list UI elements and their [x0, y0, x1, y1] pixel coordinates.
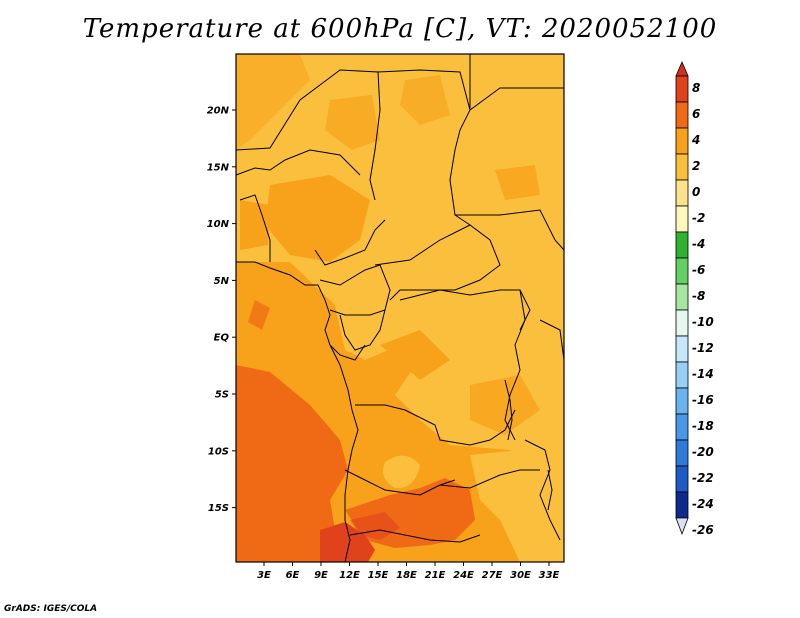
colorbar-label: -18: [692, 419, 714, 433]
colorbar-top-arrow: [675, 60, 689, 77]
colorbar-segment: [675, 101, 689, 129]
border-north-2: [377, 69, 471, 226]
colorbar-label: -26: [692, 523, 714, 537]
hottest-band-patch: [320, 522, 375, 562]
lat-tick-label: 20N: [207, 106, 230, 117]
lat-tick-label: 10S: [208, 446, 229, 457]
lon-tick-label: 9E: [314, 570, 328, 581]
border-east-1: [504, 289, 526, 441]
colorbar-segment: [675, 153, 689, 181]
colorbar-segment: [675, 257, 689, 285]
lon-tick-label: 15E: [368, 570, 389, 581]
border-car: [374, 224, 501, 301]
lon-tick-label: 30E: [510, 570, 531, 581]
border-west-2: [239, 194, 271, 262]
lat-tick-label: 15S: [208, 503, 229, 514]
colorbar-segment: [675, 309, 689, 337]
border-namibia: [349, 529, 481, 543]
lon-tick-label: 24E: [453, 570, 474, 581]
warm-band-patch: [265, 175, 370, 262]
lon-tick-label: 6E: [286, 570, 300, 581]
border-zambia: [439, 469, 540, 489]
border-drc-south: [355, 404, 516, 446]
warm-band-patch: [240, 200, 270, 250]
colorbar-segment: [675, 283, 689, 311]
border-cameroon: [319, 264, 391, 316]
lon-tick-label: 33E: [539, 570, 560, 581]
chart-title: Temperature at 600hPa [C], VT: 202005210…: [82, 14, 718, 44]
warm-band-patch: [400, 75, 450, 125]
longitude-axis: 3E 6E 9E 12E 15E 18E 21E 24E 27E 30E 33E: [257, 562, 560, 581]
grads-credit: GrADS: IGES/COLA: [4, 604, 98, 614]
border-lake-tanganyika: [504, 379, 513, 441]
colorbar-label: -12: [692, 341, 714, 355]
colorbar-segment: [675, 205, 689, 233]
lon-tick-label: 12E: [339, 570, 360, 581]
colorbar-label: 8: [692, 81, 700, 95]
colorbar-label: -22: [692, 471, 714, 485]
colorbar-label: -14: [692, 367, 714, 381]
colorbar-label: -2: [692, 211, 705, 225]
hot-band-patch: [248, 300, 270, 330]
warm-band-patch: [495, 165, 540, 200]
lon-tick-label: 3E: [257, 570, 271, 581]
colorbar-label: 0: [692, 185, 700, 199]
colorbar-segment: [675, 491, 689, 519]
colorbar-segment: [675, 439, 689, 467]
colorbar-segment: [675, 413, 689, 441]
border-lake-malawi: [547, 469, 553, 511]
colorbar-legend: 8 6 4 2 0 -2 -4 -6 -8 -10 -12 -14 -16 -18 -20 -22 -24 -26: [675, 60, 714, 537]
lat-tick-label: 5N: [214, 276, 230, 287]
warm-band-patch: [380, 330, 450, 380]
map-frame: [235, 53, 565, 563]
warm-band-patch: [470, 375, 540, 435]
border-north-3: [469, 54, 564, 111]
colorbar-segment: [675, 361, 689, 389]
lat-tick-label: 5S: [215, 390, 229, 401]
lat-tick-label: 15N: [207, 162, 230, 173]
border-angola-south: [344, 469, 456, 496]
colorbar-label: -16: [692, 393, 714, 407]
colorbar-segment: [675, 75, 689, 103]
colorbar-segment: [675, 335, 689, 363]
warm-band-patch: [236, 54, 310, 150]
lat-tick-label: 10N: [207, 219, 230, 230]
colorbar-label: 4: [691, 133, 700, 147]
colorbar-segment: [675, 231, 689, 259]
map-borders: [235, 54, 565, 563]
border-congo: [339, 309, 386, 351]
colorbar-segment: [675, 387, 689, 415]
colorbar-label: -8: [692, 289, 705, 303]
border-sudan: [455, 209, 565, 251]
border-west-1: [235, 149, 361, 176]
hot-band-patch: [236, 365, 350, 562]
colorbar-segment: [675, 127, 689, 155]
colorbar-label: -24: [692, 497, 714, 511]
border-nigeria: [314, 219, 386, 266]
lon-tick-label: 21E: [425, 570, 446, 581]
colorbar-label: -20: [692, 445, 714, 459]
border-drc-north: [399, 289, 531, 331]
coastline: [236, 261, 359, 563]
cool-band-patch: [382, 455, 420, 489]
temperature-field: [236, 54, 564, 562]
border-gabon: [329, 344, 366, 361]
latitude-axis: 20N 15N 10N 5N EQ 5S 10S 15S: [207, 106, 236, 514]
warm-band-patch: [325, 95, 380, 150]
colorbar-segment: [675, 465, 689, 493]
colorbar-label: -6: [692, 263, 705, 277]
border-east-3: [524, 439, 561, 541]
lon-tick-label: 27E: [482, 570, 503, 581]
colorbar-label: 6: [692, 107, 700, 121]
lat-tick-label: EQ: [214, 333, 230, 344]
colorbar-label: -4: [692, 237, 705, 251]
colorbar-segment: [675, 179, 689, 207]
border-east-2: [539, 319, 565, 361]
lon-tick-label: 18E: [396, 570, 417, 581]
colorbar-label: -10: [692, 315, 714, 329]
colorbar-bottom-arrow: [675, 517, 689, 536]
colorbar-label: 2: [692, 159, 700, 173]
